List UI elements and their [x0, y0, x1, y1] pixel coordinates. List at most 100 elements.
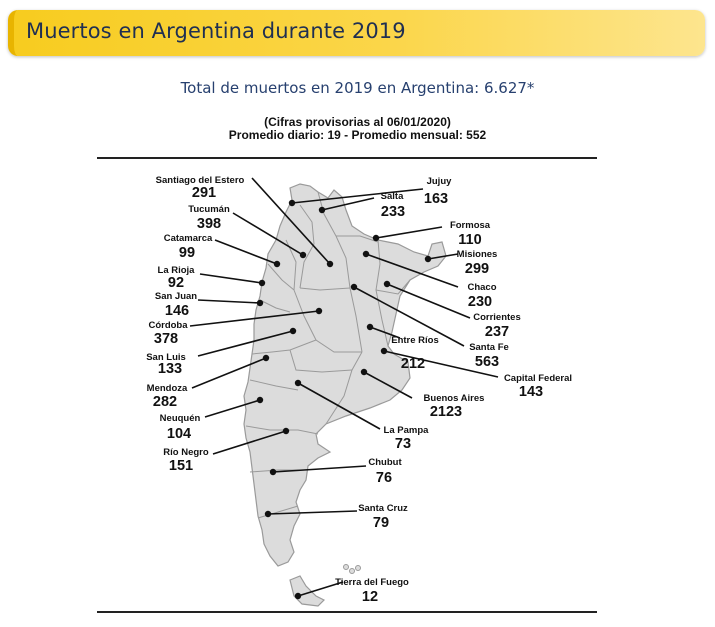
province-value-catamarca: 99 [179, 245, 195, 261]
leader-line [363, 371, 413, 399]
location-dot [360, 368, 368, 376]
province-value-la-rioja: 92 [168, 275, 184, 291]
province-value-jujuy: 163 [424, 191, 448, 207]
province-value-la-pampa: 73 [395, 436, 411, 452]
leader-line [197, 330, 294, 357]
callout-salta: Salta 233 [318, 191, 405, 220]
leader-line [297, 581, 344, 597]
province-name-neuquen: Neuquén [160, 413, 201, 424]
leader-line [251, 177, 331, 265]
bottom-divider [97, 611, 597, 613]
province-name-rio-negro: Río Negro [163, 447, 209, 458]
province-value-rio-negro: 151 [169, 458, 193, 474]
leader-line [212, 430, 287, 455]
leader-line [291, 188, 424, 204]
leader-line [365, 253, 459, 288]
province-value-san-luis: 133 [158, 361, 182, 377]
province-value-chubut: 76 [376, 470, 392, 486]
province-name-san-juan: San Juan [155, 291, 197, 302]
province-name-corrientes: Corrientes [473, 312, 521, 323]
island-shape [343, 564, 349, 570]
location-dot [372, 234, 380, 242]
province-border-line [336, 235, 379, 243]
location-dot [315, 307, 323, 315]
leader-line [272, 465, 367, 473]
location-dot [258, 279, 266, 287]
province-name-san-luis: San Luis [146, 352, 186, 363]
island-shape [355, 565, 361, 571]
province-border-line [289, 349, 353, 373]
leader-line [297, 382, 381, 430]
leader-line [189, 310, 320, 327]
province-name-santa-cruz: Santa Cruz [358, 503, 408, 514]
location-dot [294, 592, 302, 600]
location-dot [262, 354, 270, 362]
province-name-la-pampa: La Pampa [384, 425, 430, 436]
province-border-line [349, 287, 363, 353]
location-dot [294, 379, 302, 387]
province-border-line [325, 351, 363, 425]
province-border-line [299, 243, 315, 289]
province-border-line [259, 299, 291, 313]
leader-line [197, 299, 261, 304]
province-border-line [335, 235, 351, 289]
leader-line [386, 283, 471, 319]
province-value-neuquen: 104 [167, 426, 191, 442]
province-value-santa-fe: 563 [475, 354, 499, 370]
province-name-jujuy: Jujuy [427, 176, 453, 187]
leader-line [375, 226, 443, 239]
province-name-chaco: Chaco [467, 282, 496, 293]
province-name-mendoza: Mendoza [147, 383, 188, 394]
page-header: Muertos en Argentina durante 2019 [8, 10, 705, 56]
province-value-tierra-del-fuego: 12 [362, 589, 378, 605]
leader-line [191, 357, 267, 389]
location-dot [299, 251, 307, 259]
province-value-buenos-aires: 2123 [430, 404, 462, 420]
province-border-line [257, 505, 299, 519]
province-value-san-juan: 146 [165, 303, 189, 319]
province-border-line [251, 339, 317, 355]
province-value-entre-rios: 212 [401, 356, 425, 372]
location-dot [424, 255, 432, 263]
location-dot [318, 206, 326, 214]
leader-line [267, 510, 358, 515]
province-border-line [249, 379, 299, 391]
province-name-salta: Salta [381, 191, 404, 202]
province-name-chubut: Chubut [368, 457, 402, 468]
island-shape [349, 568, 355, 574]
province-border-line [299, 204, 315, 245]
province-name-la-rioja: La Rioja [158, 265, 196, 276]
mainland-shape [243, 183, 447, 567]
leader-line [199, 273, 263, 284]
location-dot [289, 327, 297, 335]
averages-line: Promedio diario: 19 - Promedio mensual: … [228, 128, 487, 142]
province-name-catamarca: Catamarca [164, 233, 213, 244]
province-value-santiago-del-estero: 291 [192, 185, 216, 201]
callout-chubut: Chubut 76 [269, 457, 402, 486]
location-dot [256, 396, 264, 404]
province-name-santiago-del-estero: Santiago del Estero [156, 175, 245, 186]
leader-line [427, 253, 459, 260]
leader-line [383, 350, 499, 378]
province-name-santa-fe: Santa Fe [469, 342, 509, 353]
province-name-misiones: Misiones [457, 249, 498, 260]
province-value-formosa: 110 [458, 232, 481, 248]
top-divider [97, 157, 597, 159]
province-value-chaco: 230 [468, 294, 492, 310]
location-dot [256, 299, 264, 307]
location-dot [273, 260, 281, 268]
province-value-mendoza: 282 [153, 394, 177, 410]
